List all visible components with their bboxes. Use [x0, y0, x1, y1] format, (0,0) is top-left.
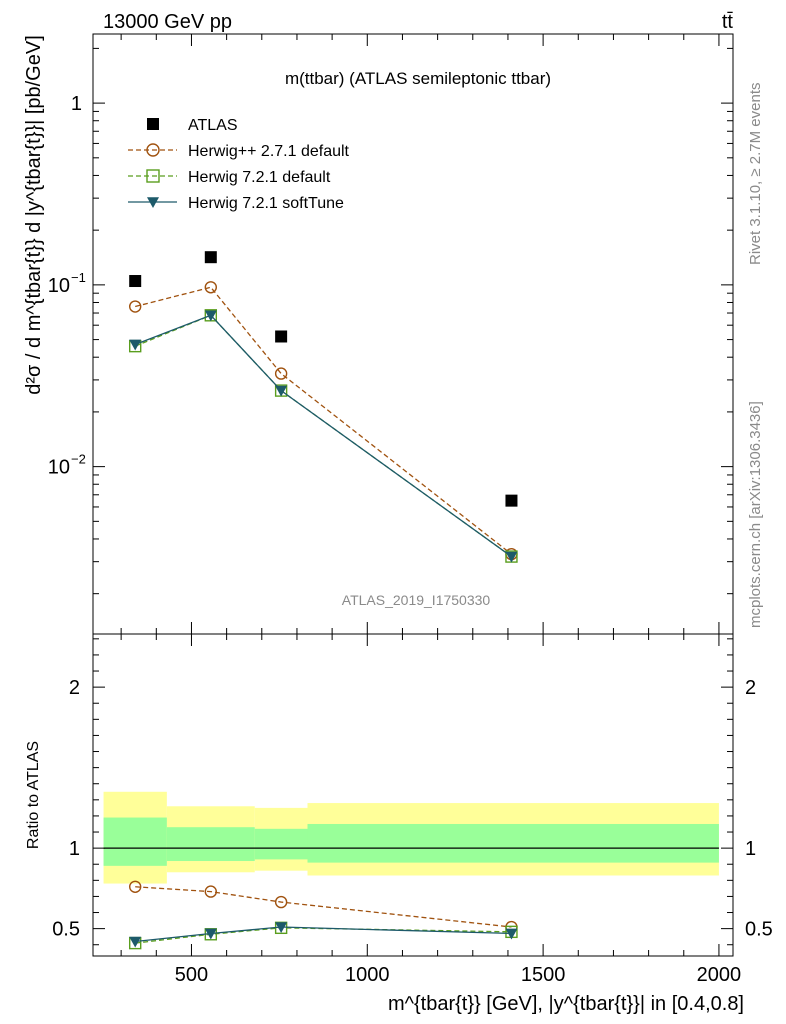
x-axis-label: m^{tbar{t}} [GeV], |y^{tbar{t}}| in [0.4…	[388, 993, 744, 1015]
main-series-line-2	[134, 314, 512, 558]
x-tick-label: 500	[175, 964, 208, 986]
legend-marker	[147, 197, 159, 208]
legend-marker	[146, 169, 160, 183]
main-series-point-1	[128, 300, 142, 313]
ratio-y-axis-label: Ratio to ATLAS	[25, 741, 42, 849]
ratio-series-point-0	[274, 895, 288, 909]
legend-label: Herwig 7.2.1 softTune	[188, 195, 344, 212]
ratio-series-point-0	[204, 885, 218, 898]
header-process: tt̄	[722, 11, 734, 33]
y-tick-label: 10	[48, 275, 70, 297]
main-series-point-0	[275, 330, 288, 343]
ratio-y-tick-label-right: 1	[745, 838, 756, 860]
uncertainty-band-stat	[254, 828, 308, 860]
x-tick-labels: 500 1000 1500 2000	[175, 964, 741, 986]
main-title: m(ttbar) (ATLAS semileptonic ttbar)	[285, 69, 551, 88]
uncertainty-band-stat	[307, 823, 719, 863]
legend-label: Herwig 7.2.1 default	[188, 169, 331, 186]
ratio-series-line-2	[135, 926, 512, 943]
main-y-axis-label: d²σ / d m^{tbar{t}} d |y^{tbar{t}}| [pb/…	[23, 35, 45, 395]
main-series-point-3	[129, 339, 142, 351]
main-axis-ticks	[93, 34, 733, 634]
y-tick-label-exponent: −1	[71, 270, 86, 285]
ratio-y-tick-label-right: 0.5	[745, 919, 773, 941]
uncertainty-band-stat	[103, 817, 167, 866]
legend-label: Herwig++ 2.7.1 default	[188, 143, 350, 160]
rivet-version-label: Rivet 3.1.10, ≥ 2.7M events	[747, 83, 764, 266]
main-panel: 110−110−2 m(ttbar) (ATLAS semileptonic t…	[23, 33, 734, 635]
uncertainty-band-stat	[166, 827, 255, 862]
ratio-bands	[103, 791, 719, 884]
header-energy: 13000 GeV pp	[103, 11, 232, 33]
main-y-tick-labels: 110−110−2	[48, 93, 86, 479]
ratio-y-tick-label-left: 0.5	[52, 919, 80, 941]
main-series-point-0	[505, 494, 518, 507]
ratio-y-tick-label-left: 1	[69, 838, 80, 860]
legend-label: ATLAS	[188, 117, 238, 134]
x-tick-label: 1500	[521, 964, 566, 986]
ratio-y-tick-labels: 0.5 0.5 1 1 2 2	[52, 677, 773, 941]
ratio-panel: 0.5 0.5 1 1 2 2 500 1000 1500 2000 Ratio to ATLA…	[25, 633, 773, 1015]
main-series	[128, 251, 518, 563]
main-series-point-3	[204, 310, 217, 322]
y-tick-label-exponent: −2	[71, 452, 86, 467]
main-series-point-0	[204, 251, 217, 264]
legend: ATLAS Herwig++ 2.7.1 default Herwig 7.2.1 …	[128, 117, 350, 212]
ratio-y-tick-label-right: 2	[745, 677, 756, 699]
main-series-point-3	[275, 385, 288, 397]
ratio-series	[128, 880, 518, 950]
ratio-series-point-2	[275, 922, 288, 934]
main-series-point-3	[505, 551, 518, 563]
ratio-frame	[92, 633, 734, 957]
main-series-point-0	[129, 275, 142, 288]
legend-marker	[147, 118, 159, 130]
ratio-series-line-0	[135, 886, 512, 928]
main-series-point-1	[204, 281, 218, 294]
x-tick-label: 2000	[697, 964, 742, 986]
ratio-series-point-2	[129, 936, 142, 948]
ratio-axis-ticks	[93, 634, 733, 956]
x-tick-label: 1000	[345, 964, 390, 986]
ratio-y-tick-label-left: 2	[69, 677, 80, 699]
main-series-line-3	[134, 314, 512, 558]
legend-marker	[146, 143, 160, 157]
ratio-series-point-2	[204, 928, 217, 940]
ratio-series-point-2	[505, 928, 518, 940]
ratio-series-point-0	[128, 880, 142, 893]
mcplots-label: mcplots.cern.ch [arXiv:1306.3436]	[747, 401, 764, 628]
y-tick-label: 10	[48, 457, 70, 479]
analysis-tag: ATLAS_2019_I1750330	[342, 592, 491, 608]
y-tick-label: 1	[71, 93, 82, 115]
main-series-point-1	[274, 367, 288, 380]
